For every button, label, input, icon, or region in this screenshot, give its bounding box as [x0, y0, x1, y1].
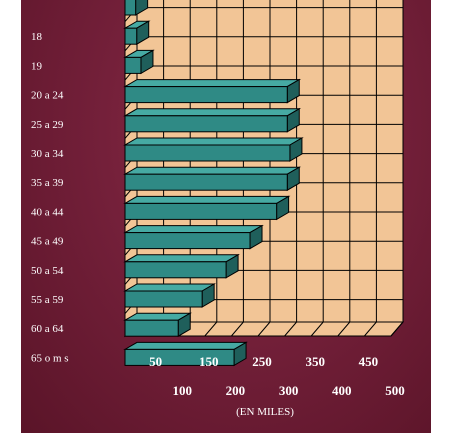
gridline-floor — [257, 321, 271, 337]
bar — [123, 312, 193, 338]
bar — [123, 78, 302, 104]
gridline-floor — [390, 321, 404, 337]
bar — [123, 20, 151, 46]
x-tick-label: 400 — [332, 383, 352, 398]
bar-chart: 18 19 20 a 24 25 a 29 30 a 34 35 a 39 40 a 44 4… — [31, 0, 405, 418]
bar — [123, 253, 240, 279]
x-tick-label: 350 — [305, 354, 325, 369]
bar — [123, 341, 248, 367]
bar — [124, 0, 149, 16]
category-label: 55 a 59 — [31, 294, 64, 306]
gridline-floor — [364, 321, 377, 337]
x-tick-label: 250 — [252, 354, 272, 369]
x-tick-label: 100 — [172, 383, 192, 398]
category-labels: 18 19 20 a 24 25 a 29 30 a 34 35 a 39 40 a 44 4… — [31, 31, 69, 364]
category-label: 25 a 29 — [31, 119, 64, 131]
chart-frame: 18 19 20 a 24 25 a 29 30 a 34 35 a 39 40 a 44 4… — [21, 0, 431, 433]
x-tick-label: 150 — [199, 354, 219, 369]
category-label: 60 a 64 — [31, 323, 64, 335]
gridline-floor — [284, 321, 297, 337]
gridline-floor — [337, 321, 351, 337]
x-tick-label: 200 — [226, 383, 246, 398]
bars-group — [123, 0, 304, 367]
gridline-floor — [310, 321, 324, 337]
bar — [123, 49, 155, 75]
gridline-floor — [204, 321, 218, 337]
bar — [123, 166, 302, 192]
category-label: 20 a 24 — [31, 90, 64, 102]
bar — [123, 107, 302, 133]
gridline-floor — [231, 321, 244, 337]
bar — [123, 224, 264, 250]
x-tick-label: 500 — [385, 383, 405, 398]
bar — [123, 283, 216, 308]
x-tick-labels: 50 150 250 350 450 100 200 300 400 500 — [149, 354, 405, 398]
x-axis-label: (EN MILES) — [236, 406, 294, 418]
x-tick-label: 300 — [279, 383, 299, 398]
category-label: 50 a 54 — [31, 265, 64, 277]
x-tick-label: 450 — [359, 354, 379, 369]
category-label: 65 o m s — [31, 352, 69, 364]
category-label: 18 — [31, 31, 43, 43]
bar — [123, 195, 291, 221]
category-label: 19 — [31, 60, 43, 72]
category-label: 30 a 34 — [31, 148, 64, 160]
category-label: 35 a 39 — [31, 177, 64, 189]
x-tick-label: 50 — [149, 354, 162, 369]
category-label: 40 a 44 — [31, 206, 64, 218]
bar — [123, 137, 304, 162]
category-label: 45 a 49 — [31, 236, 64, 248]
